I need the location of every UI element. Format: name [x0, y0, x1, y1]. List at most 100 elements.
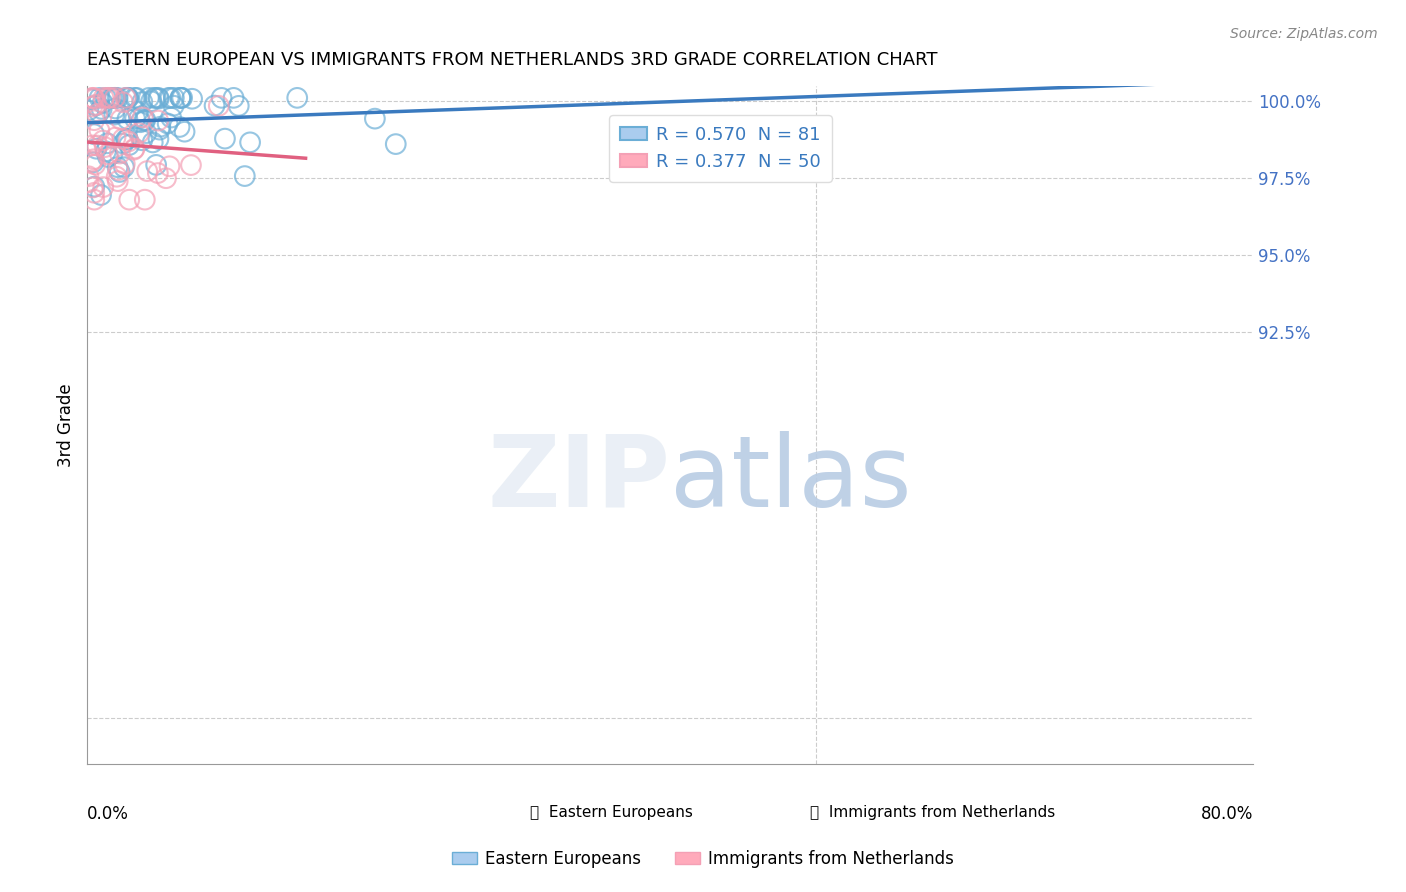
Point	[159, 91, 181, 105]
Point	[160, 111, 183, 125]
Y-axis label: 3rd Grade: 3rd Grade	[58, 383, 75, 467]
Point	[127, 104, 149, 119]
Point	[82, 91, 104, 105]
Point	[141, 94, 163, 108]
Text: 80.0%: 80.0%	[1201, 805, 1253, 823]
Text: 0.0%: 0.0%	[87, 805, 129, 823]
Point	[77, 175, 100, 189]
Point	[104, 91, 127, 105]
Point	[134, 193, 156, 207]
Point	[83, 193, 105, 207]
Point	[94, 145, 117, 159]
Point	[170, 91, 193, 105]
Point	[145, 91, 167, 105]
Point	[82, 99, 104, 113]
Point	[77, 103, 100, 118]
Point	[169, 91, 191, 105]
Point	[134, 113, 156, 128]
Point	[110, 112, 132, 127]
Point	[107, 174, 129, 188]
Point	[96, 136, 118, 151]
Point	[124, 91, 146, 105]
Point	[104, 130, 127, 145]
Point	[114, 157, 136, 171]
Point	[93, 91, 115, 105]
Point	[82, 180, 104, 194]
Point	[115, 132, 138, 146]
Point	[83, 92, 105, 106]
Point	[143, 91, 166, 105]
Point	[90, 102, 112, 116]
Point	[146, 166, 169, 180]
Point	[82, 153, 104, 167]
Point	[77, 169, 100, 184]
Point	[90, 188, 112, 202]
Point	[148, 92, 170, 106]
Text: ⬜  Immigrants from Netherlands: ⬜ Immigrants from Netherlands	[810, 805, 1054, 820]
Point	[122, 143, 145, 157]
Text: ZIP: ZIP	[486, 431, 669, 528]
Point	[136, 164, 159, 178]
Point	[108, 146, 131, 161]
Point	[104, 91, 127, 105]
Point	[118, 138, 141, 153]
Point	[142, 136, 165, 150]
Point	[118, 193, 141, 207]
Text: atlas: atlas	[669, 431, 911, 528]
Point	[80, 154, 103, 169]
Point	[131, 133, 153, 147]
Point	[233, 169, 256, 183]
Point	[84, 157, 107, 171]
Point	[86, 142, 108, 156]
Point	[101, 146, 124, 161]
Point	[163, 91, 186, 105]
Point	[86, 138, 108, 153]
Point	[97, 91, 120, 105]
Point	[156, 116, 179, 130]
Point	[84, 98, 107, 112]
Point	[94, 91, 117, 105]
Point	[117, 132, 139, 146]
Point	[98, 91, 121, 105]
Point	[114, 91, 136, 105]
Point	[103, 91, 125, 105]
Point	[84, 97, 107, 112]
Point	[104, 102, 127, 116]
Point	[107, 91, 129, 105]
Point	[103, 108, 125, 122]
Point	[117, 112, 139, 127]
Point	[181, 92, 204, 106]
Point	[124, 142, 146, 156]
Point	[82, 155, 104, 169]
Point	[83, 127, 105, 141]
Point	[222, 91, 245, 105]
Point	[87, 105, 110, 120]
Point	[128, 112, 150, 126]
Point	[117, 135, 139, 149]
Point	[129, 115, 152, 129]
Point	[107, 160, 129, 174]
Point	[149, 122, 172, 136]
Point	[125, 91, 148, 105]
Point	[155, 171, 177, 186]
Point	[148, 113, 170, 128]
Point	[128, 126, 150, 140]
Point	[169, 120, 191, 134]
Point	[97, 150, 120, 164]
Point	[111, 132, 134, 146]
Point	[135, 126, 157, 140]
Point	[115, 91, 138, 105]
Point	[208, 99, 231, 113]
Point	[107, 163, 129, 178]
Point	[115, 91, 138, 105]
Point	[364, 112, 387, 126]
Point	[105, 169, 128, 184]
Point	[124, 112, 146, 126]
Point	[82, 138, 104, 153]
Point	[111, 95, 134, 110]
Legend: Eastern Europeans, Immigrants from Netherlands: Eastern Europeans, Immigrants from Nethe…	[446, 844, 960, 875]
Point	[148, 91, 170, 105]
Point	[214, 131, 236, 145]
Point	[104, 91, 127, 105]
Point	[285, 91, 308, 105]
